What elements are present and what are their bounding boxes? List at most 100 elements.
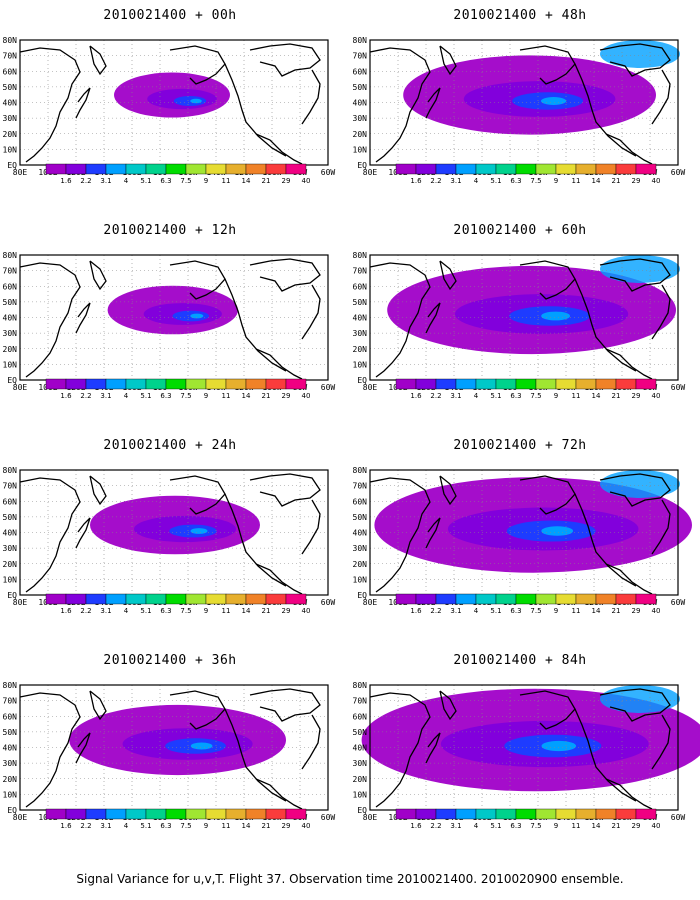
lat-label: 80N (3, 681, 18, 690)
variance-region (540, 97, 567, 105)
colorbar-swatch (245, 593, 267, 605)
colorbar-swatch (595, 378, 617, 390)
lat-label: 60N (353, 67, 368, 76)
lat-label: 20N (353, 130, 368, 139)
colorbar-swatch (65, 808, 87, 820)
colorbar-label: 7.5 (180, 607, 191, 615)
colorbar-swatch (595, 808, 617, 820)
colorbar-swatch (165, 808, 187, 820)
colorbar-swatch (245, 378, 267, 390)
coastline (605, 133, 653, 165)
lat-label: EQ (7, 591, 17, 600)
lat-label: 50N (3, 298, 18, 307)
colorbar-label: 7.5 (180, 822, 191, 830)
colorbar-swatch (615, 808, 637, 820)
colorbar-label: 40 (652, 607, 661, 615)
coastline (224, 493, 287, 587)
lat-label: 70N (3, 482, 18, 491)
colorbar-label: 29 (282, 822, 291, 830)
colorbar-label: 29 (282, 177, 291, 185)
colorbar-swatch (495, 163, 517, 175)
coastline (75, 302, 91, 334)
colorbar-swatch (535, 593, 557, 605)
colorbar-swatch (435, 808, 457, 820)
panel-title: 2010021400 + 24h (103, 438, 237, 453)
colorbar-swatch (145, 593, 167, 605)
coastline (574, 278, 637, 372)
colorbar-label: 5.1 (490, 392, 501, 400)
coastline (301, 499, 321, 555)
map-panel: 2010021400 + 72h 80N 70N 60N 50N 40N 30N 20N 10N… (350, 430, 692, 648)
colorbar-label: 21 (262, 177, 271, 185)
colorbar-label: 6.3 (160, 177, 171, 185)
colorbar-swatch (285, 163, 307, 175)
colorbar-swatch (395, 163, 417, 175)
colorbar-label: 11 (222, 177, 231, 185)
variance-region (190, 528, 208, 534)
panel-title: 2010021400 + 00h (103, 8, 237, 23)
coastline (599, 43, 671, 77)
coastline (599, 258, 671, 292)
coastline (301, 69, 321, 125)
coastline (439, 45, 457, 76)
colorbar-swatch (435, 593, 457, 605)
coastline (249, 688, 321, 722)
colorbar-label: 14 (242, 607, 251, 615)
lon-label: 80E (13, 168, 28, 177)
lon-label: 60W (671, 168, 686, 177)
colorbar-swatch (415, 808, 437, 820)
lat-label: 30N (353, 114, 368, 123)
colorbar-label: 5.1 (140, 392, 151, 400)
colorbar-label: 4 (474, 607, 479, 615)
colorbar-swatch (455, 378, 477, 390)
lat-label: 70N (3, 267, 18, 276)
map-plot: 80N70N60N50N40N30N20N10NEQ80E100E120E140… (3, 36, 336, 185)
lat-label: 50N (3, 728, 18, 737)
map-plot: 80N70N60N50N40N30N20N10NEQ80E100E120E140… (3, 251, 336, 400)
colorbar-label: 1.6 (60, 822, 72, 830)
colorbar-swatch (205, 163, 227, 175)
colorbar-swatch (615, 593, 637, 605)
coastline (519, 475, 576, 515)
lat-label: 20N (3, 775, 18, 784)
colorbar-label: 6.3 (510, 392, 521, 400)
lat-label: 30N (3, 759, 18, 768)
coastline (369, 692, 431, 808)
lat-label: 20N (3, 130, 18, 139)
lat-label: 80N (353, 466, 368, 475)
colorbar-swatch (415, 163, 437, 175)
colorbar-swatch (475, 378, 497, 390)
coastline (599, 473, 671, 507)
colorbar-label: 40 (652, 392, 661, 400)
coastline (369, 262, 431, 378)
lat-label: 60N (353, 282, 368, 291)
lat-label: 60N (353, 497, 368, 506)
lat-label: 60N (3, 712, 18, 721)
coastline (651, 284, 671, 340)
colorbar-swatch (105, 163, 127, 175)
lat-label: 10N (3, 575, 18, 584)
colorbar-label: 6.3 (160, 822, 171, 830)
lat-label: 30N (353, 329, 368, 338)
lat-label: 50N (3, 513, 18, 522)
lat-label: 70N (353, 52, 368, 61)
colorbar-swatch (205, 808, 227, 820)
coastline (651, 714, 671, 770)
map-panel: 2010021400 + 84h 80N 70N 60N 50N 40N 30N 20N 10N… (350, 645, 700, 863)
colorbar-swatch (65, 593, 87, 605)
colorbar-label: 1.6 (60, 177, 72, 185)
colorbar-swatch (45, 593, 67, 605)
colorbar-swatch (575, 378, 597, 390)
coastline (425, 732, 441, 764)
colorbar-swatch (65, 378, 87, 390)
colorbar-swatch (185, 593, 207, 605)
colorbar-label: 2.2 (80, 607, 91, 615)
coastline (249, 258, 321, 292)
lon-label: 60W (321, 598, 336, 607)
coastline (249, 473, 321, 507)
colorbar-swatch (535, 163, 557, 175)
colorbar-label: 3.1 (100, 392, 111, 400)
colorbar-swatch (185, 378, 207, 390)
colorbar-label: 2.2 (80, 392, 91, 400)
colorbar-swatch (495, 808, 517, 820)
